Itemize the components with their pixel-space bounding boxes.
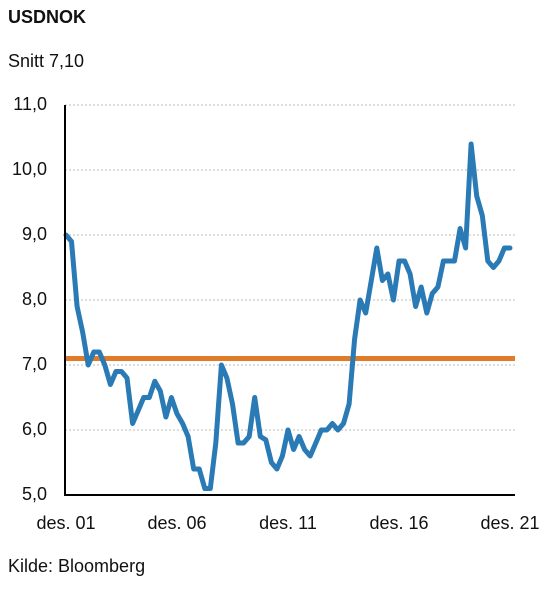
y-tick-label: 8,0 bbox=[22, 289, 47, 309]
x-tick-label: des. 06 bbox=[147, 513, 206, 533]
x-tick-label: des. 21 bbox=[480, 513, 539, 533]
y-tick-label: 9,0 bbox=[22, 224, 47, 244]
y-tick-label: 5,0 bbox=[22, 484, 47, 504]
chart-title: USDNOK bbox=[8, 7, 86, 27]
y-tick-label: 11,0 bbox=[13, 94, 47, 114]
source: Kilde: Bloomberg bbox=[8, 556, 145, 576]
y-tick-label: 10,0 bbox=[12, 159, 47, 179]
x-tick-label: des. 16 bbox=[369, 513, 428, 533]
x-tick-label: des. 01 bbox=[36, 513, 95, 533]
chart-subtitle: Snitt 7,10 bbox=[8, 51, 84, 71]
line-series bbox=[63, 141, 513, 491]
y-tick-label: 6,0 bbox=[22, 419, 47, 439]
x-tick-label: des. 11 bbox=[259, 513, 317, 533]
y-tick-label: 7,0 bbox=[22, 354, 47, 374]
